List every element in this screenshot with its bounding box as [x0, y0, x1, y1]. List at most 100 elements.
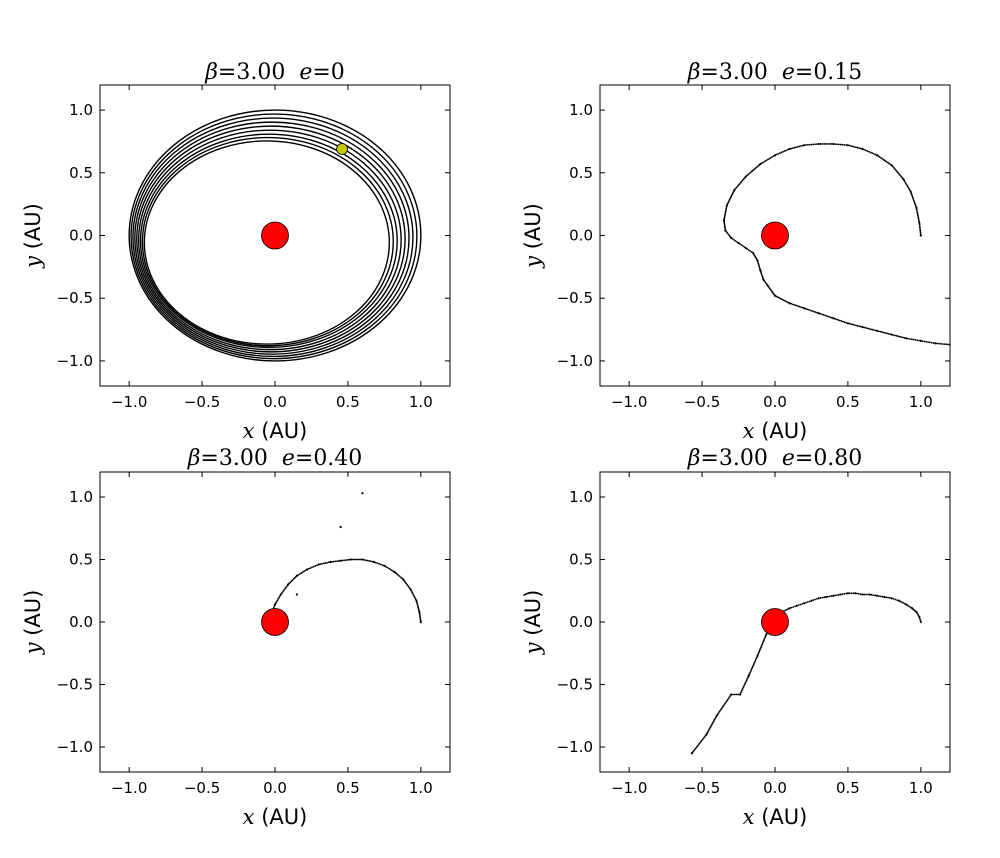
- subplot-2-trajectory-point: [898, 173, 900, 175]
- subplot-2-trajectory-point: [819, 143, 822, 145]
- subplot-2-trajectory-point: [837, 319, 840, 321]
- subplot-2-trajectory-point: [858, 147, 861, 150]
- subplot-4-trajectory-point: [902, 602, 905, 604]
- subplot-4-trajectory-point: [745, 680, 747, 683]
- subplot-3-trajectory-point: [294, 575, 297, 578]
- subplot-2-trajectory-point: [855, 324, 857, 327]
- subplot-3-trajectory-point: [412, 594, 415, 597]
- subplot-2-trajectory-point: [902, 336, 904, 339]
- subplot-2-trajectory-point: [906, 185, 909, 187]
- subplot-2-trajectory-point: [748, 172, 751, 175]
- subplot-2-trajectory-point: [757, 165, 759, 168]
- subplot-2-trajectory-point: [781, 298, 784, 301]
- subplot-3-trajectory-point: [283, 588, 286, 591]
- subplot-2-trajectory-point: [863, 148, 866, 151]
- subplot-3-trajectory-point: [356, 558, 359, 561]
- subplot-4-trajectory-point: [707, 729, 710, 732]
- subplot-2-trajectory-point: [723, 220, 726, 223]
- subplot-2-trajectory-point: [769, 288, 772, 291]
- subplot-2-trajectory-point: [889, 163, 892, 166]
- subplot-2-trajectory-point: [856, 324, 859, 327]
- subplot-4-trajectory-point: [910, 607, 914, 610]
- subplot-2-trajectory-point: [730, 194, 733, 197]
- subplot-4-trajectory-point: [751, 666, 754, 669]
- subplot-3-trajectory-point: [399, 576, 402, 579]
- subplot-2-trajectory-point: [768, 287, 771, 290]
- subplot-3-trajectory-point: [349, 558, 352, 561]
- subplot-4-trajectory-point: [805, 601, 807, 604]
- subplot-2-trajectory-point: [743, 176, 746, 179]
- subplot-3-title: β=3.00 e=0.40: [187, 446, 363, 471]
- subplot-2-trajectory-point: [839, 143, 842, 146]
- subplot-2-trajectory-point: [910, 338, 913, 341]
- subplot-2-trajectory-point: [817, 142, 820, 146]
- subplot-4-trajectory-point: [760, 646, 762, 649]
- subplot-3-trajectory-point: [418, 609, 420, 612]
- subplot-4-trajectory-point: [919, 619, 922, 622]
- subplot-4-xlabel: x (AU): [743, 805, 808, 829]
- subplot-2-trajectory-point: [947, 343, 950, 346]
- subplot-4-trajectory-point: [696, 744, 699, 747]
- subplot-3-trajectory-point: [276, 599, 279, 602]
- subplot-2-trajectory-point: [725, 209, 727, 211]
- subplot-4-trajectory-point: [710, 724, 713, 727]
- subplot-2-trajectory-point: [868, 150, 870, 153]
- subplot-4-trajectory-point: [718, 710, 721, 713]
- subplot-4-trajectory-point: [905, 603, 908, 606]
- subplot-4-trajectory-point: [707, 730, 709, 733]
- subplot-2-trajectory-point: [932, 342, 935, 344]
- subplot-2-trajectory-point: [846, 322, 850, 325]
- subplot-2-trajectory-point: [918, 220, 920, 223]
- subplot-1-orbit-ring-8: [141, 136, 394, 347]
- subplot-2-trajectory-point: [810, 143, 813, 146]
- subplot-2-trajectory-point: [773, 154, 777, 157]
- subplot-2-trajectory-point: [923, 340, 926, 343]
- subplot-2-trajectory-point: [918, 221, 921, 225]
- subplot-2-trajectory-point: [772, 155, 775, 158]
- subplot-2-trajectory-point: [896, 170, 898, 173]
- subplot-1-ytick-label: 1.0: [69, 101, 93, 119]
- subplot-4-trajectory-point: [814, 598, 817, 601]
- subplot-3-trajectory-point: [293, 577, 296, 579]
- subplot-2-trajectory-point: [825, 143, 827, 145]
- subplot-2-trajectory-point: [842, 320, 844, 323]
- subplot-4-trajectory-point: [758, 649, 761, 651]
- subplot-4-trajectory-point: [708, 728, 711, 731]
- subplot-3-trajectory-point: [413, 595, 416, 598]
- subplot-2-trajectory-point: [764, 281, 766, 283]
- subplot-2-trajectory-point: [848, 144, 851, 147]
- subplot-2-trajectory-point: [863, 326, 866, 329]
- subplot-2-trajectory-point: [908, 187, 910, 190]
- subplot-2-trajectory-point: [917, 214, 919, 217]
- subplot-3-trajectory-point: [414, 597, 416, 599]
- subplot-3: β=3.00 e=0.40 x (AU) y (AU) −1.0 −0.5 0.0 0.…: [21, 446, 451, 829]
- subplot-2-trajectory-point: [803, 307, 806, 310]
- subplot-4-trajectory-point: [892, 597, 895, 600]
- subplot-4-trajectory-point: [735, 693, 738, 696]
- subplot-2-trajectory-point: [945, 343, 948, 346]
- subplot-3-trajectory-point: [322, 562, 325, 565]
- subplot-1-orbit-ring-7: [139, 133, 398, 349]
- subplot-4-trajectory-point: [823, 596, 826, 599]
- subplot-2-trajectory-point: [725, 204, 728, 207]
- subplot-4-trajectory-point: [712, 721, 714, 724]
- subplot-3-trajectory-point: [301, 571, 304, 574]
- subplot-4-trajectory-point: [832, 594, 835, 597]
- subplot-2-trajectory-point: [884, 159, 886, 162]
- subplot-2-trajectory-point: [816, 143, 818, 146]
- subplot-4-trajectory-point: [727, 697, 730, 700]
- subplot-4-trajectory-point: [746, 677, 749, 680]
- subplot-2-trajectory-point: [734, 240, 737, 242]
- subplot-2-trajectory-point: [821, 143, 824, 145]
- subplot-3-ytick-label: −1.0: [57, 738, 93, 756]
- subplot-3-trajectory-point: [279, 595, 281, 597]
- subplot-2-trajectory-point: [914, 204, 917, 206]
- subplot-4-trajectory-point: [759, 647, 762, 650]
- subplot-3-trajectory-point: [406, 583, 408, 586]
- subplot-4-trajectory-point: [714, 717, 717, 720]
- subplot-2-ytick-label: −1.0: [557, 352, 593, 370]
- subplot-4-xtick-label: −1.0: [611, 779, 647, 797]
- subplot-2-trajectory-point: [908, 338, 911, 340]
- subplot-4-trajectory-point: [743, 683, 746, 686]
